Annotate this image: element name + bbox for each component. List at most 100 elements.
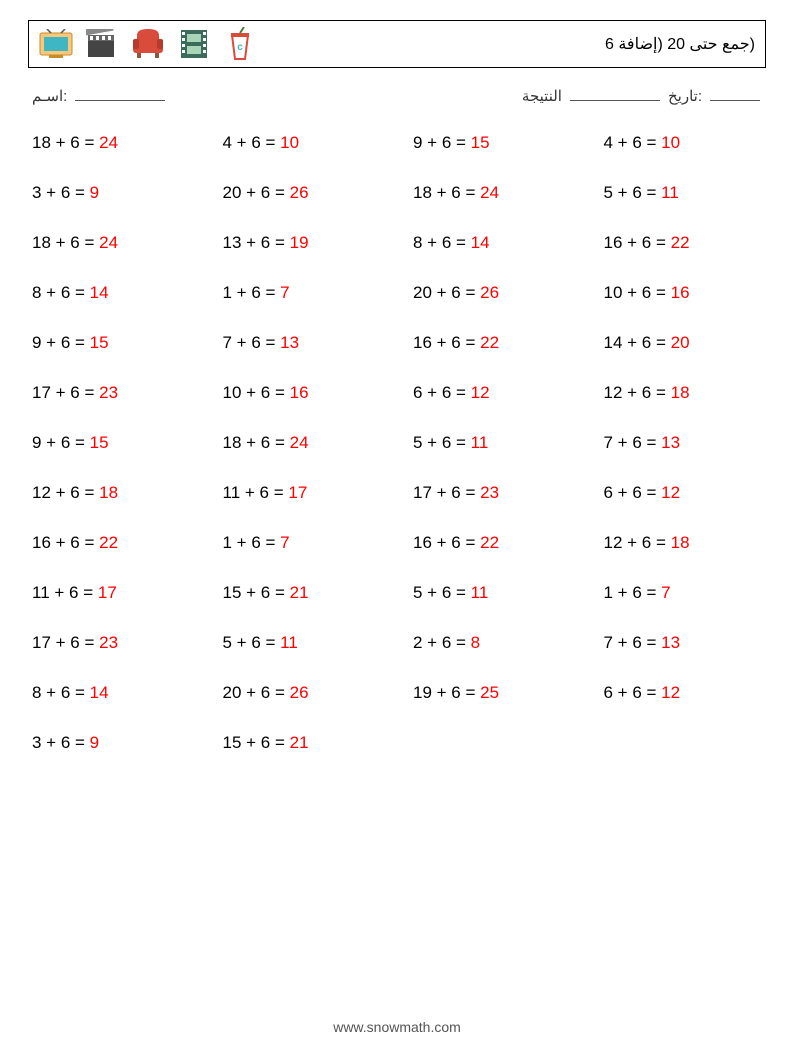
problem-answer: 21 (290, 583, 309, 602)
problem-item: 3 + 6 = 9 (32, 183, 191, 203)
problem-item: 8 + 6 = 14 (32, 683, 191, 703)
problem-item: 15 + 6 = 21 (223, 583, 382, 603)
problem-item: 20 + 6 = 26 (223, 183, 382, 203)
problem-expression: 3 + 6 = (32, 733, 90, 752)
problem-expression: 6 + 6 = (413, 383, 471, 402)
problem-answer: 24 (99, 233, 118, 252)
tv-icon (39, 27, 73, 61)
problem-expression: 10 + 6 = (604, 283, 671, 302)
problem-item: 5 + 6 = 11 (413, 583, 572, 603)
problem-answer: 17 (288, 483, 307, 502)
problem-answer: 9 (90, 733, 99, 752)
problem-expression: 17 + 6 = (413, 483, 480, 502)
problem-expression: 7 + 6 = (604, 633, 662, 652)
problem-answer: 16 (290, 383, 309, 402)
problem-item: 16 + 6 = 22 (32, 533, 191, 553)
problem-expression: 12 + 6 = (604, 533, 671, 552)
problem-answer: 15 (471, 133, 490, 152)
problem-expression: 9 + 6 = (32, 333, 90, 352)
name-blank (75, 86, 165, 101)
problem-item: 16 + 6 = 22 (413, 333, 572, 353)
clapper-icon (85, 27, 119, 61)
problem-item: 9 + 6 = 15 (413, 133, 572, 153)
problem-expression: 5 + 6 = (223, 633, 281, 652)
problem-item: 15 + 6 = 21 (223, 733, 382, 753)
problem-item: 17 + 6 = 23 (413, 483, 572, 503)
problem-answer: 10 (280, 133, 299, 152)
worksheet-title: (جمع حتى 20 (إضافة 6 (605, 34, 755, 54)
problem-item: 9 + 6 = 15 (32, 433, 191, 453)
problem-item: 17 + 6 = 23 (32, 383, 191, 403)
problem-expression: 9 + 6 = (413, 133, 471, 152)
problem-item: 5 + 6 = 11 (223, 633, 382, 653)
problem-expression: 18 + 6 = (223, 433, 290, 452)
problem-answer: 14 (90, 683, 109, 702)
problem-expression: 11 + 6 = (32, 583, 98, 602)
problem-answer: 16 (671, 283, 690, 302)
problem-expression: 8 + 6 = (32, 283, 90, 302)
problem-item: 1 + 6 = 7 (223, 533, 382, 553)
problem-item: 10 + 6 = 16 (223, 383, 382, 403)
problem-expression: 16 + 6 = (413, 533, 480, 552)
problem-item: 7 + 6 = 13 (604, 633, 763, 653)
problem-expression: 16 + 6 = (604, 233, 671, 252)
problem-item: 4 + 6 = 10 (604, 133, 763, 153)
problem-item: 5 + 6 = 11 (604, 183, 763, 203)
problem-item: 9 + 6 = 15 (32, 333, 191, 353)
problems-grid: 18 + 6 = 24 4 + 6 = 10 9 + 6 = 15 4 + 6 = 1… (28, 133, 766, 753)
score-date-field: النتيجة تاريخ: (522, 86, 762, 105)
problem-expression: 18 + 6 = (413, 183, 480, 202)
problem-item: 11 + 6 = 17 (223, 483, 382, 503)
problem-answer: 14 (471, 233, 490, 252)
problem-item: 2 + 6 = 8 (413, 633, 572, 653)
problem-item: 4 + 6 = 10 (223, 133, 382, 153)
problem-item: 7 + 6 = 13 (223, 333, 382, 353)
problem-item: 6 + 6 = 12 (604, 683, 763, 703)
problem-item: 12 + 6 = 18 (604, 533, 763, 553)
problem-item: 18 + 6 = 24 (413, 183, 572, 203)
problem-expression: 17 + 6 = (32, 383, 99, 402)
problem-expression: 12 + 6 = (32, 483, 99, 502)
problem-expression: 4 + 6 = (223, 133, 281, 152)
problem-item: 20 + 6 = 26 (413, 283, 572, 303)
problem-item: 8 + 6 = 14 (413, 233, 572, 253)
problem-item: 7 + 6 = 13 (604, 433, 763, 453)
problem-expression: 15 + 6 = (223, 583, 290, 602)
score-blank (570, 86, 660, 101)
sofa-icon (131, 27, 165, 61)
problem-answer: 22 (99, 533, 118, 552)
problem-expression: 15 + 6 = (223, 733, 290, 752)
problem-expression: 10 + 6 = (223, 383, 290, 402)
problem-expression: 20 + 6 = (223, 183, 290, 202)
cup-icon: c (223, 27, 257, 61)
problem-item: 11 + 6 = 17 (32, 583, 191, 603)
problem-expression: 3 + 6 = (32, 183, 90, 202)
problem-answer: 7 (280, 533, 289, 552)
problem-answer: 23 (99, 383, 118, 402)
problem-item: 16 + 6 = 22 (604, 233, 763, 253)
problem-expression: 16 + 6 = (32, 533, 99, 552)
problem-item: 6 + 6 = 12 (413, 383, 572, 403)
problem-answer: 18 (671, 383, 690, 402)
problem-item: 13 + 6 = 19 (223, 233, 382, 253)
problem-answer: 12 (661, 683, 680, 702)
problem-answer: 12 (661, 483, 680, 502)
problem-answer: 23 (480, 483, 499, 502)
problem-item: 8 + 6 = 14 (32, 283, 191, 303)
problem-answer: 24 (99, 133, 118, 152)
info-row: اسـم: النتيجة تاريخ: (28, 86, 766, 105)
problem-expression: 19 + 6 = (413, 683, 480, 702)
problem-expression: 18 + 6 = (32, 233, 99, 252)
name-label: اسـم: (32, 87, 67, 105)
problem-item: 16 + 6 = 22 (413, 533, 572, 553)
problem-answer: 13 (661, 433, 680, 452)
problem-answer: 24 (290, 433, 309, 452)
score-label: النتيجة (522, 87, 562, 105)
problem-expression: 4 + 6 = (604, 133, 662, 152)
problem-item: 17 + 6 = 23 (32, 633, 191, 653)
problem-answer: 20 (671, 333, 690, 352)
problem-expression: 13 + 6 = (223, 233, 290, 252)
problem-expression: 18 + 6 = (32, 133, 99, 152)
problem-answer: 15 (90, 433, 109, 452)
problem-item: 3 + 6 = 9 (32, 733, 191, 753)
